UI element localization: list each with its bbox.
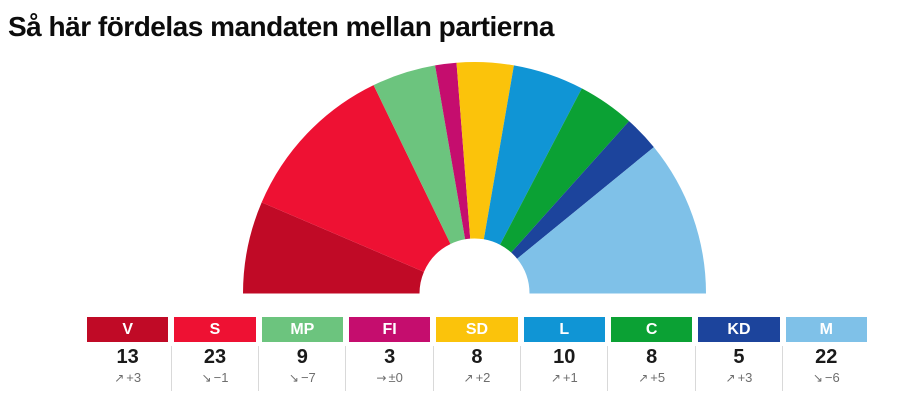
- party-legend: V 13 ↗ +3 S 23 ↘ −1 MP 9 ↘ −7 FI 3 → ±0 SD 8 ↗ +2 L 10 ↗ +1 C 8 ↗ +…: [87, 317, 867, 391]
- trend-same-arrow-icon: →: [376, 371, 387, 385]
- party-abbreviation: L: [559, 321, 570, 338]
- legend-item-s: S 23 ↘ −1: [170, 317, 256, 391]
- chart-segment-c: [500, 88, 630, 253]
- party-color-swatch: KD: [698, 317, 780, 342]
- seat-change: ↘ −1: [174, 371, 255, 384]
- trend-down-arrow-icon: ↘: [812, 371, 823, 385]
- seat-change-value: +2: [475, 370, 491, 385]
- chart-segment-kd: [511, 121, 654, 259]
- chart-segment-m: [517, 147, 706, 294]
- seat-change-value: −7: [300, 370, 316, 385]
- legend-item-v: V 13 ↗ +3: [87, 317, 169, 384]
- party-abbreviation: SD: [465, 321, 489, 338]
- seat-change: ↘ −7: [262, 371, 343, 384]
- trend-up-arrow-icon: ↗: [725, 371, 736, 385]
- page-title: Så här fördelas mandaten mellan partiern…: [8, 11, 554, 42]
- trend-up-arrow-icon: ↗: [463, 371, 474, 385]
- seat-change-value: −1: [213, 370, 229, 385]
- party-color-swatch: S: [174, 317, 256, 342]
- party-color-swatch: FI: [348, 317, 431, 342]
- seat-change-value: +3: [126, 370, 142, 385]
- seat-count: 13: [116, 346, 139, 368]
- seat-change: ↘ −6: [786, 371, 867, 384]
- chart-segment-mp: [373, 65, 466, 244]
- seat-change: ↗ +5: [611, 371, 692, 384]
- chart-segment-sd: [456, 62, 514, 240]
- party-abbreviation: M: [819, 321, 833, 338]
- seat-count: 5: [733, 346, 745, 368]
- party-color-swatch: C: [610, 317, 693, 342]
- party-abbreviation: C: [645, 321, 658, 338]
- party-color-swatch: M: [785, 317, 867, 342]
- party-abbreviation: MP: [290, 321, 315, 338]
- seat-change-value: ±0: [388, 370, 403, 385]
- seat-change-value: +1: [562, 370, 578, 385]
- chart-segment-l: [483, 65, 582, 245]
- seat-count: 10: [553, 346, 576, 368]
- chart-segment-s: [261, 85, 451, 272]
- legend-item-fi: FI 3 → ±0: [345, 317, 431, 391]
- seat-change: ↗ +3: [698, 371, 779, 384]
- seat-count: 3: [384, 346, 396, 368]
- party-abbreviation: V: [122, 321, 133, 338]
- legend-item-mp: MP 9 ↘ −7: [258, 317, 343, 391]
- party-abbreviation: S: [209, 321, 221, 338]
- seat-distribution-chart: [243, 62, 706, 294]
- seat-count: 9: [296, 346, 308, 368]
- seat-count: 8: [471, 346, 483, 368]
- chart-segment-v: [243, 202, 424, 294]
- party-color-swatch: L: [523, 317, 605, 342]
- trend-up-arrow-icon: ↗: [638, 371, 649, 385]
- legend-item-c: C 8 ↗ +5: [607, 317, 693, 391]
- trend-up-arrow-icon: ↗: [114, 371, 125, 385]
- party-abbreviation: FI: [382, 321, 397, 338]
- seat-change: ↗ +2: [436, 371, 517, 384]
- trend-up-arrow-icon: ↗: [550, 371, 561, 385]
- seat-change-value: +3: [737, 370, 753, 385]
- seat-change: ↗ +1: [524, 371, 605, 384]
- seat-count: 22: [815, 346, 838, 368]
- seat-count: 23: [203, 346, 227, 368]
- party-color-swatch: MP: [261, 317, 343, 342]
- legend-item-m: M 22 ↘ −6: [782, 317, 867, 391]
- trend-down-arrow-icon: ↘: [288, 371, 299, 385]
- trend-down-arrow-icon: ↘: [201, 371, 212, 385]
- seat-change: → ±0: [349, 371, 430, 384]
- seat-count: 8: [646, 346, 658, 368]
- legend-item-l: L 10 ↗ +1: [520, 317, 605, 391]
- party-abbreviation: KD: [727, 321, 751, 338]
- seat-change-value: +5: [650, 370, 666, 385]
- party-color-swatch: V: [87, 317, 169, 342]
- chart-segment-fi: [435, 62, 471, 240]
- seat-change: ↗ +3: [87, 371, 168, 384]
- party-color-swatch: SD: [436, 317, 518, 342]
- legend-item-sd: SD 8 ↗ +2: [432, 317, 518, 391]
- legend-item-kd: KD 5 ↗ +3: [694, 317, 780, 391]
- seat-change-value: −6: [824, 370, 840, 385]
